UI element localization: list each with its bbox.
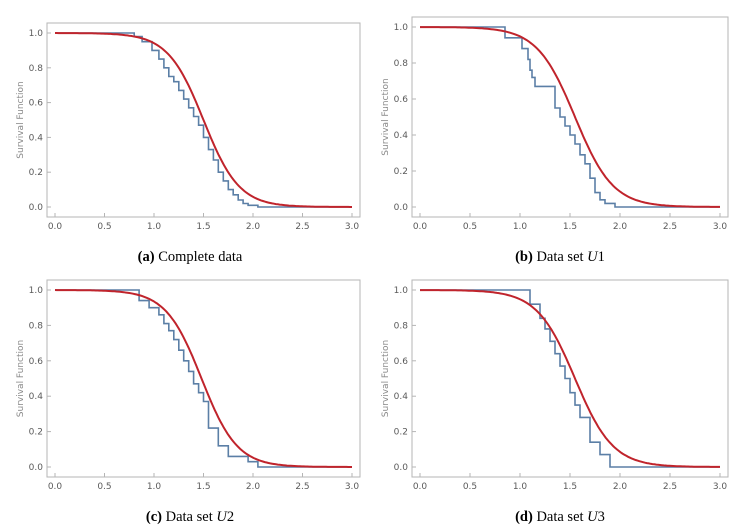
y-tick-label: 0.6 [29,357,44,367]
fitted-curve-line [55,32,352,208]
panel-b: 0.0 0.5 1.0 1.5 2.0 2.5 3.0 0.0 0.2 0.4 0.6 0.8 1.0 S… [381,16,729,265]
x-tick-label: 1.0 [513,222,528,232]
caption-tag: (c) [146,509,166,525]
fitted-curve-line [420,26,720,208]
caption-number: 3 [598,509,605,525]
caption-variable: U [587,249,599,265]
empirical-step-line [55,289,352,468]
x-tick-label: 2.5 [663,222,677,232]
y-tick-label: 0.8 [394,59,409,69]
caption-text: Data set [536,249,587,265]
x-tick-label: 1.5 [196,222,210,232]
y-tick-label: 0.8 [29,321,44,331]
x-tick-label: 0.0 [48,222,63,232]
x-tick-label: 1.5 [563,222,577,232]
x-tick-label: 0.5 [463,482,477,492]
x-tick-label: 2.5 [295,482,309,492]
caption-number: 1 [598,249,605,265]
panel-caption: (a) Complete data [138,249,243,265]
caption-text: Complete data [158,249,243,265]
caption-tag: (d) [515,509,536,525]
x-tick-label: 3.0 [713,482,728,492]
x-tick-label: 0.5 [97,222,111,232]
y-tick-label: 0.8 [29,64,44,74]
y-tick-label: 0.6 [394,357,409,367]
y-tick-label: 0.0 [394,463,409,473]
caption-text: Data set [536,509,587,525]
y-tick-label: 0.2 [394,428,408,438]
x-tick-label: 2.5 [295,222,309,232]
y-tick-label: 0.8 [394,321,409,331]
y-tick-label: 1.0 [394,23,409,33]
y-tick-label: 0.0 [29,203,44,213]
y-tick-label: 0.2 [29,428,43,438]
caption-text: Data set [166,509,217,525]
y-tick-label: 0.4 [29,133,44,143]
y-tick-label: 0.0 [394,203,409,213]
fitted-curve-line [420,289,720,468]
empirical-step-line [55,32,352,208]
x-tick-label: 1.5 [196,482,210,492]
caption-tag: (b) [515,249,536,265]
caption-variable: U [587,509,599,525]
caption-tag: (a) [138,249,159,265]
y-tick-label: 0.2 [394,167,408,177]
x-tick-label: 0.5 [463,222,477,232]
panel-d: 0.0 0.5 1.0 1.5 2.0 2.5 3.0 0.0 0.2 0.4 0.6 0.8 1.0 S… [381,279,729,525]
x-tick-label: 1.0 [147,222,162,232]
plot-frame [46,279,361,478]
y-tick-label: 1.0 [394,286,409,296]
x-tick-label: 3.0 [713,222,728,232]
x-tick-label: 2.0 [246,222,261,232]
y-tick-label: 0.6 [394,95,409,105]
x-tick-label: 2.0 [613,482,628,492]
y-tick-label: 0.4 [394,392,409,402]
empirical-step-line [420,289,720,468]
x-tick-label: 0.0 [413,222,428,232]
y-axis-label: Survival Function [381,340,391,417]
x-tick-label: 0.0 [48,482,63,492]
x-tick-label: 1.5 [563,482,577,492]
x-tick-label: 2.5 [663,482,677,492]
x-tick-label: 3.0 [345,222,360,232]
y-axis-label: Survival Function [16,81,26,158]
y-tick-label: 0.2 [29,168,43,178]
x-tick-label: 1.0 [147,482,162,492]
y-axis-label: Survival Function [381,78,391,155]
panel-a: 0.0 0.5 1.0 1.5 2.0 2.5 3.0 0.0 0.2 0.4 0.6 0.8 1.0 S… [16,22,361,265]
panel-caption: (d) Data set U3 [515,509,605,525]
y-tick-label: 0.4 [29,392,44,402]
x-tick-label: 3.0 [345,482,360,492]
x-tick-label: 2.0 [246,482,261,492]
plot-frame [411,16,729,218]
caption-number: 2 [227,509,234,525]
x-tick-label: 0.0 [413,482,428,492]
panel-c: 0.0 0.5 1.0 1.5 2.0 2.5 3.0 0.0 0.2 0.4 0.6 0.8 1.0 S… [16,279,361,525]
x-tick-label: 2.0 [613,222,628,232]
fitted-curve-line [54,289,352,468]
y-axis-label: Survival Function [16,340,26,417]
panel-caption: (b) Data set U1 [515,249,605,265]
y-tick-label: 1.0 [29,29,44,39]
y-tick-label: 0.0 [29,463,44,473]
y-tick-label: 0.6 [29,99,44,109]
caption-variable: U [216,509,228,525]
panel-caption: (c) Data set U2 [146,509,234,525]
x-tick-label: 0.5 [97,482,111,492]
empirical-step-line [420,26,720,208]
y-tick-label: 1.0 [29,286,44,296]
y-tick-label: 0.4 [394,131,409,141]
x-tick-label: 1.0 [513,482,528,492]
